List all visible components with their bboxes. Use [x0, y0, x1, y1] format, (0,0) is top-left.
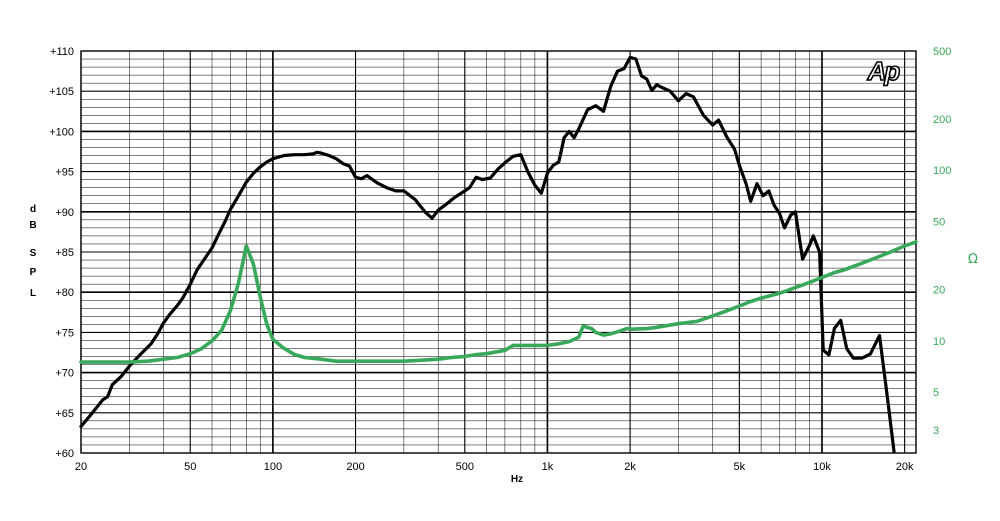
impedance-curve: [79, 240, 918, 364]
y-axis-right-label: Ω: [968, 252, 978, 267]
y-axis-right-ticks: 500 200 100 50 20 10 5 3: [933, 46, 951, 437]
svg-text:Ap: Ap: [867, 56, 901, 86]
y-left-label-char: B: [29, 220, 36, 231]
y-left-label-char: S: [30, 248, 37, 259]
x-tick-label: 50: [184, 461, 196, 473]
x-tick-label: 200: [346, 461, 364, 473]
y-right-tick-label: 500: [933, 46, 951, 58]
x-tick-label: 1k: [542, 461, 554, 473]
y-left-tick-label: +100: [49, 126, 74, 138]
y-left-tick-label: +105: [49, 86, 74, 98]
y-left-label-char: d: [30, 204, 36, 215]
y-right-tick-label: 10: [933, 336, 945, 348]
chart-series: [79, 55, 918, 453]
y-right-tick-label: 200: [933, 114, 951, 126]
x-tick-label: 10k: [813, 461, 831, 473]
y-right-tick-label: 100: [933, 165, 951, 177]
y-right-tick-label: 3: [933, 425, 939, 437]
y-left-tick-label: +90: [55, 207, 74, 219]
y-left-label-char: P: [30, 267, 37, 278]
y-right-tick-label: 50: [933, 217, 945, 229]
x-axis-label: Hz: [511, 474, 523, 485]
y-left-label-char: L: [30, 288, 36, 299]
y-left-tick-label: +80: [55, 287, 74, 299]
y-left-tick-label: +70: [55, 368, 74, 380]
y-right-tick-label: 20: [933, 284, 945, 296]
x-axis-ticks: 20 50 100 200 500 1k 2k 5k 10k 20k: [75, 461, 914, 473]
y-left-tick-label: +65: [55, 408, 74, 420]
y-right-tick-label: 5: [933, 387, 939, 399]
y-left-tick-label: +60: [55, 448, 74, 460]
chart-grid: [80, 50, 917, 454]
spl-curve: [79, 55, 896, 453]
x-tick-label: 5k: [734, 461, 746, 473]
plot-frame: [80, 50, 917, 454]
x-tick-label: 2k: [624, 461, 636, 473]
x-tick-label: 100: [264, 461, 282, 473]
ap-logo: Ap: [866, 55, 903, 87]
x-tick-label: 20k: [896, 461, 914, 473]
y-axis-left-label: dB SPL: [29, 204, 36, 299]
x-tick-label: 500: [456, 461, 474, 473]
y-left-tick-label: +75: [55, 327, 74, 339]
y-left-tick-label: +110: [50, 46, 74, 58]
x-tick-label: 20: [75, 461, 87, 473]
y-left-tick-label: +95: [55, 167, 74, 179]
y-axis-left-ticks: +110 +105 +100 +95 +90 +85 +80 +75 +70 +65 +60: [49, 46, 74, 460]
y-left-tick-label: +85: [55, 247, 74, 259]
